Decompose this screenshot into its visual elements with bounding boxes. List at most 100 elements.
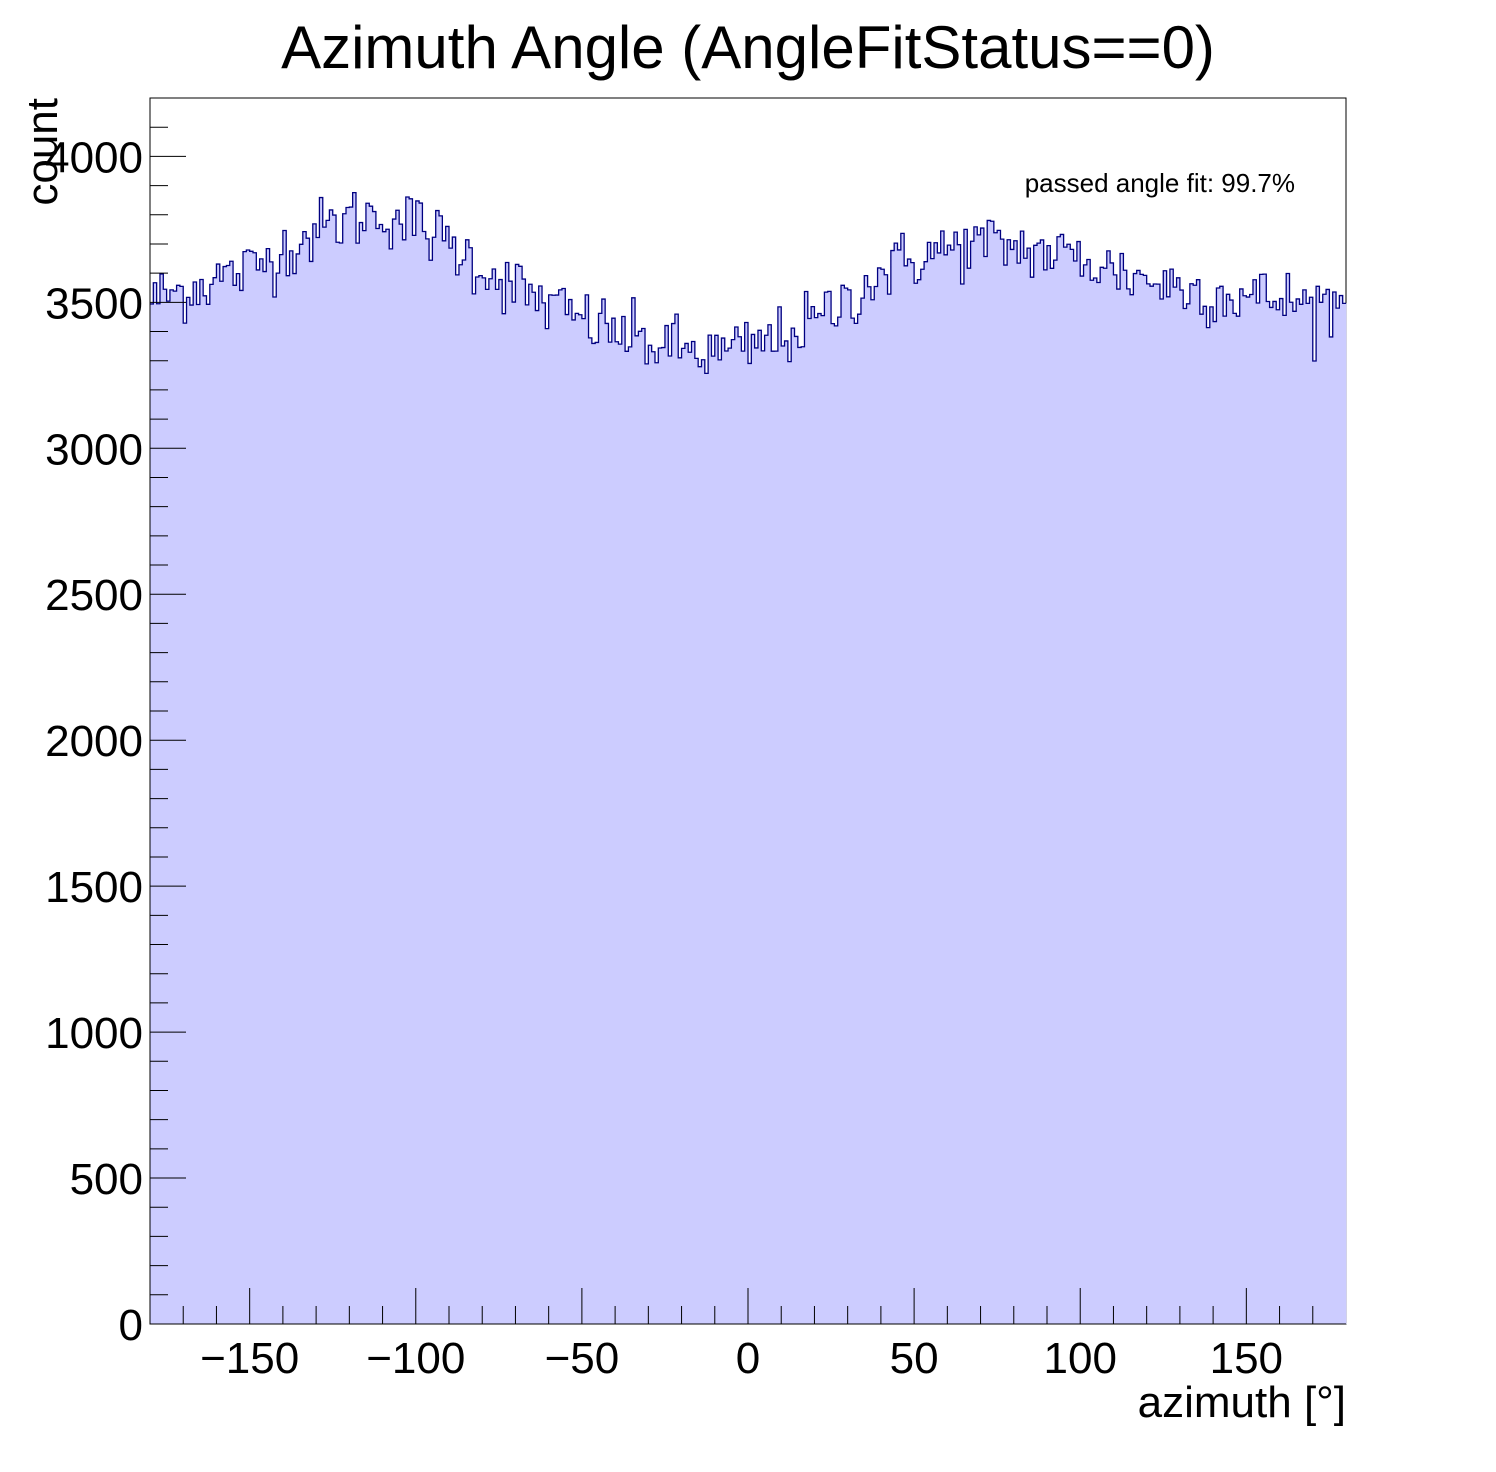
histogram-bar	[442, 240, 447, 1324]
histogram-bar	[754, 347, 759, 1324]
histogram-bar	[1243, 295, 1247, 1324]
histogram-bar	[206, 304, 211, 1324]
histogram-bar	[1020, 231, 1025, 1325]
histogram-bar	[1093, 278, 1098, 1324]
histogram-bar	[1149, 286, 1154, 1325]
histogram-bar	[1229, 300, 1234, 1324]
histogram-bar	[153, 282, 158, 1324]
histogram-bar	[571, 319, 576, 1324]
histogram-bar	[296, 253, 300, 1325]
histogram-bar	[542, 302, 546, 1325]
histogram-bar	[395, 210, 400, 1325]
histogram-bar	[953, 232, 958, 1324]
histogram-bar	[864, 275, 868, 1324]
histogram-bar	[209, 284, 214, 1324]
histogram-bar	[977, 234, 981, 1325]
histogram-bar	[794, 336, 799, 1324]
histogram-bar	[698, 366, 702, 1324]
histogram-bar	[1226, 294, 1231, 1324]
histogram-bar	[1140, 274, 1144, 1324]
histogram-bar	[997, 230, 1001, 1324]
histogram-bar	[651, 351, 656, 1325]
histogram-bar	[960, 283, 965, 1325]
histogram-bar	[910, 262, 915, 1324]
histogram-bar	[269, 261, 274, 1324]
histogram-bar	[771, 351, 775, 1324]
histogram-bar	[412, 235, 417, 1324]
histogram-bar	[880, 269, 885, 1324]
histogram-bar	[475, 277, 480, 1324]
histogram-bar	[1249, 294, 1254, 1325]
histogram-bar	[1007, 239, 1011, 1324]
histogram-bar	[877, 267, 882, 1325]
y-tick-label: 2000	[45, 717, 143, 766]
histogram-bar	[472, 293, 476, 1324]
histogram-bar	[1083, 264, 1088, 1324]
y-axis-label: count	[18, 98, 67, 206]
histogram-bar	[535, 310, 540, 1324]
histogram-bar	[588, 337, 593, 1324]
y-tick-label: 500	[70, 1155, 143, 1204]
histogram-bar	[1186, 303, 1191, 1324]
histogram-bar	[658, 347, 663, 1325]
histogram-bar	[256, 269, 261, 1325]
histogram-bar	[860, 298, 865, 1325]
x-axis-label: azimuth [°]	[1138, 1378, 1346, 1427]
histogram-bar	[987, 220, 991, 1325]
histogram-bar	[635, 335, 639, 1324]
histogram-bar	[874, 286, 878, 1325]
histogram-bar	[169, 289, 174, 1325]
histogram-bar	[522, 279, 526, 1324]
histogram-bar	[764, 335, 769, 1325]
histogram-bar	[1183, 308, 1187, 1324]
histogram-bar	[186, 297, 191, 1324]
histogram-bar	[654, 362, 659, 1324]
histogram-bar	[1156, 284, 1161, 1324]
histogram-bar	[598, 313, 603, 1324]
histogram-bar	[611, 318, 616, 1324]
histogram-bar	[1040, 239, 1045, 1325]
histogram-bar	[1246, 297, 1251, 1324]
histogram-bar	[1262, 274, 1267, 1324]
histogram-bar	[694, 358, 699, 1324]
histogram-bar	[1279, 298, 1284, 1325]
histogram-bar	[156, 303, 161, 1324]
histogram-bar	[1123, 270, 1128, 1325]
histogram-bar	[565, 314, 569, 1325]
histogram-bar	[163, 289, 168, 1325]
histogram-bar	[605, 323, 609, 1324]
histogram-bar	[312, 223, 317, 1324]
histogram-bar	[801, 346, 805, 1324]
histogram-bar	[252, 252, 257, 1325]
histogram-bar	[1326, 289, 1330, 1325]
histogram-bar	[884, 274, 888, 1324]
histogram-bar	[1319, 302, 1324, 1324]
histogram-bar	[1239, 288, 1244, 1325]
histogram-bar	[306, 238, 310, 1325]
histogram-bar	[1322, 294, 1327, 1324]
histogram-bar	[684, 343, 689, 1324]
histogram-bar	[239, 290, 244, 1325]
histogram-bar	[402, 239, 407, 1324]
histogram-bar	[439, 215, 443, 1324]
y-tick-label: 3000	[45, 425, 143, 474]
histogram-bar	[429, 260, 433, 1324]
histogram-bar	[1116, 289, 1121, 1324]
histogram-bar	[199, 279, 204, 1324]
histogram-bar	[897, 249, 902, 1325]
histogram-bar	[957, 244, 962, 1324]
histogram-bar	[621, 316, 626, 1325]
histogram-bar	[930, 258, 935, 1325]
histogram-bar	[1286, 273, 1290, 1325]
y-tick-label: 1000	[45, 1009, 143, 1058]
histogram-bar	[319, 197, 324, 1324]
histogram-bar	[591, 343, 596, 1324]
histogram-bar	[176, 285, 181, 1325]
histogram-bar	[714, 335, 719, 1325]
histogram-bar	[900, 233, 905, 1325]
histogram-bar	[973, 226, 978, 1325]
histogram-bar	[731, 339, 736, 1324]
histogram-bar	[329, 209, 334, 1325]
histogram-bar	[512, 302, 516, 1324]
histogram-bar	[850, 318, 855, 1324]
